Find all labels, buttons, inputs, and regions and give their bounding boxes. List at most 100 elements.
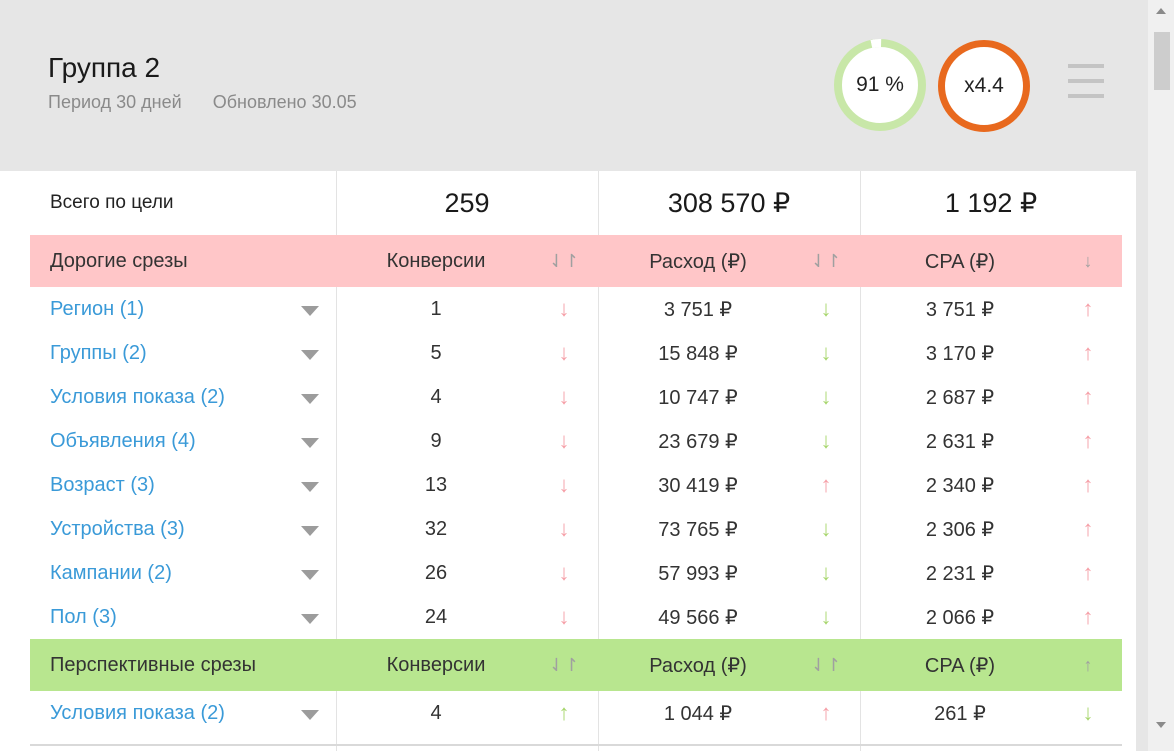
spend-value: 73 765 ₽ [658,518,738,541]
spend-cell: 10 747 ₽ ↓ [598,375,860,419]
cpa-cell: 2 066 ₽ ↑ [860,595,1122,639]
spend-value: 1 044 ₽ [663,702,733,725]
dimension-link[interactable]: Регион (1) [50,297,145,320]
dimension-link[interactable]: Устройства (3) [50,517,185,540]
trend-arrow-icon: ↓ [820,604,832,629]
cpa-cell: 2 687 ₽ ↑ [860,375,1122,419]
trend-arrow-icon: ↑ [1082,516,1094,541]
page-title: Группа 2 [48,52,161,83]
trend-arrow-icon: ↓ [820,516,832,541]
scroll-up-icon[interactable] [1156,8,1166,14]
dimension-link[interactable]: Кампании (2) [50,561,172,584]
trend-arrow-icon: ↓ [820,428,832,453]
vertical-scrollbar[interactable] [1148,0,1174,751]
col-conversions-label: Конверсии [386,653,486,676]
conversions-cell: 4 ↑ [336,691,598,735]
promising-section-header: Перспективные срезы Конверсии ⇃↾ Расход … [30,639,1122,691]
dimension-link[interactable]: Условия показа (2) [50,701,225,724]
table-row: Объявления (4) 9 ↓ 23 679 ₽ ↓ 2 631 ₽ ↑ [30,419,1122,463]
col-conversions-header[interactable]: Конверсии ⇃↾ [336,639,598,691]
sort-icon[interactable]: ⇃↾ [810,250,842,271]
cpa-value: 2 066 ₽ [925,606,995,629]
expand-caret-icon[interactable] [301,482,319,492]
dimension-link[interactable]: Объявления (4) [50,429,196,452]
spend-value: 57 993 ₽ [658,562,738,585]
trend-arrow-icon: ↑ [820,472,832,497]
scroll-down-icon[interactable] [1156,722,1166,728]
cpa-cell: 3 170 ₽ ↑ [860,331,1122,375]
score-ring-label: 91 % [856,73,904,96]
dimension-cell: Условия показа (2) [30,691,336,735]
expand-caret-icon[interactable] [301,710,319,720]
cpa-value: 3 170 ₽ [925,342,995,365]
spend-cell: 23 679 ₽ ↓ [598,419,860,463]
expand-caret-icon[interactable] [301,526,319,536]
cpa-value: 2 231 ₽ [925,562,995,585]
expand-caret-icon[interactable] [301,614,319,624]
conversions-value: 26 [424,561,448,584]
col-cpa-label: CPA (₽) [924,654,996,677]
cpa-value: 2 631 ₽ [925,430,995,453]
dimension-cell: Кампании (2) [30,551,336,595]
table-row: Возраст (3) 13 ↓ 30 419 ₽ ↑ 2 340 ₽ ↑ [30,463,1122,507]
sort-asc-icon[interactable]: ↑ [1083,654,1093,675]
dimension-cell: Группы (2) [30,331,336,375]
col-spend-header[interactable]: Расход (₽) ⇃↾ [598,235,860,287]
conversions-cell: 4 ↓ [336,375,598,419]
spend-cell: 15 848 ₽ ↓ [598,331,860,375]
conversions-value: 24 [424,605,448,628]
dimension-link[interactable]: Группы (2) [50,341,147,364]
cpa-cell: 3 751 ₽ ↑ [860,287,1122,331]
conversions-value: 1 [430,297,442,320]
table-row: Устройства (3) 32 ↓ 73 765 ₽ ↓ 2 306 ₽ ↑ [30,507,1122,551]
col-spend-header[interactable]: Расход (₽) ⇃↾ [598,639,860,691]
scroll-thumb[interactable] [1154,32,1170,90]
trend-arrow-icon: ↓ [820,560,832,585]
spend-value: 30 419 ₽ [658,474,738,497]
trend-arrow-icon: ↓ [558,516,570,541]
sort-icon[interactable]: ⇃↾ [548,654,580,675]
trend-arrow-icon: ↓ [558,384,570,409]
header-meta: Период 30 дней Обновлено 30.05 [48,92,357,113]
conversions-value: 4 [430,385,442,408]
trend-arrow-icon: ↓ [558,428,570,453]
spend-cell: 57 993 ₽ ↓ [598,551,860,595]
col-cpa-header[interactable]: CPA (₽) ↑ [860,639,1122,691]
spend-value: 15 848 ₽ [658,342,738,365]
dimension-link[interactable]: Условия показа (2) [50,385,225,408]
spend-cell: 30 419 ₽ ↑ [598,463,860,507]
cpa-value: 2 687 ₽ [925,386,995,409]
sort-desc-icon[interactable]: ↓ [1083,250,1093,271]
dimension-cell: Возраст (3) [30,463,336,507]
sort-icon[interactable]: ⇃↾ [810,654,842,675]
conversions-cell: 13 ↓ [336,463,598,507]
expand-caret-icon[interactable] [301,306,319,316]
conversions-cell: 26 ↓ [336,551,598,595]
expand-caret-icon[interactable] [301,438,319,448]
trend-arrow-icon: ↑ [1082,472,1094,497]
col-cpa-header[interactable]: CPA (₽) ↓ [860,235,1122,287]
col-conversions-header[interactable]: Конверсии ⇃↾ [336,235,598,287]
table-row: Пол (3) 24 ↓ 49 566 ₽ ↓ 2 066 ₽ ↑ [30,595,1122,639]
dimension-link[interactable]: Возраст (3) [50,473,155,496]
trend-arrow-icon: ↑ [1082,296,1094,321]
expand-caret-icon[interactable] [301,394,319,404]
dimension-cell: Условия показа (2) [30,375,336,419]
hamburger-menu-icon[interactable] [1068,64,1104,102]
updated-label: Обновлено 30.05 [212,92,357,112]
trend-arrow-icon: ↓ [558,560,570,585]
conversions-value: 32 [424,517,448,540]
col-spend-label: Расход (₽) [649,250,747,273]
cpa-value: 3 751 ₽ [925,298,995,321]
expensive-section-label: Дорогие срезы [50,249,188,272]
table-row: Кампании (2) 26 ↓ 57 993 ₽ ↓ 2 231 ₽ ↑ [30,551,1122,595]
expand-caret-icon[interactable] [301,570,319,580]
spend-cell: 49 566 ₽ ↓ [598,595,860,639]
dimension-link[interactable]: Пол (3) [50,605,117,628]
expand-caret-icon[interactable] [301,350,319,360]
trend-arrow-icon: ↓ [558,604,570,629]
conversions-value: 4 [430,701,442,724]
cpa-cell: 2 306 ₽ ↑ [860,507,1122,551]
cpa-value: 2 306 ₽ [925,518,995,541]
sort-icon[interactable]: ⇃↾ [548,250,580,271]
